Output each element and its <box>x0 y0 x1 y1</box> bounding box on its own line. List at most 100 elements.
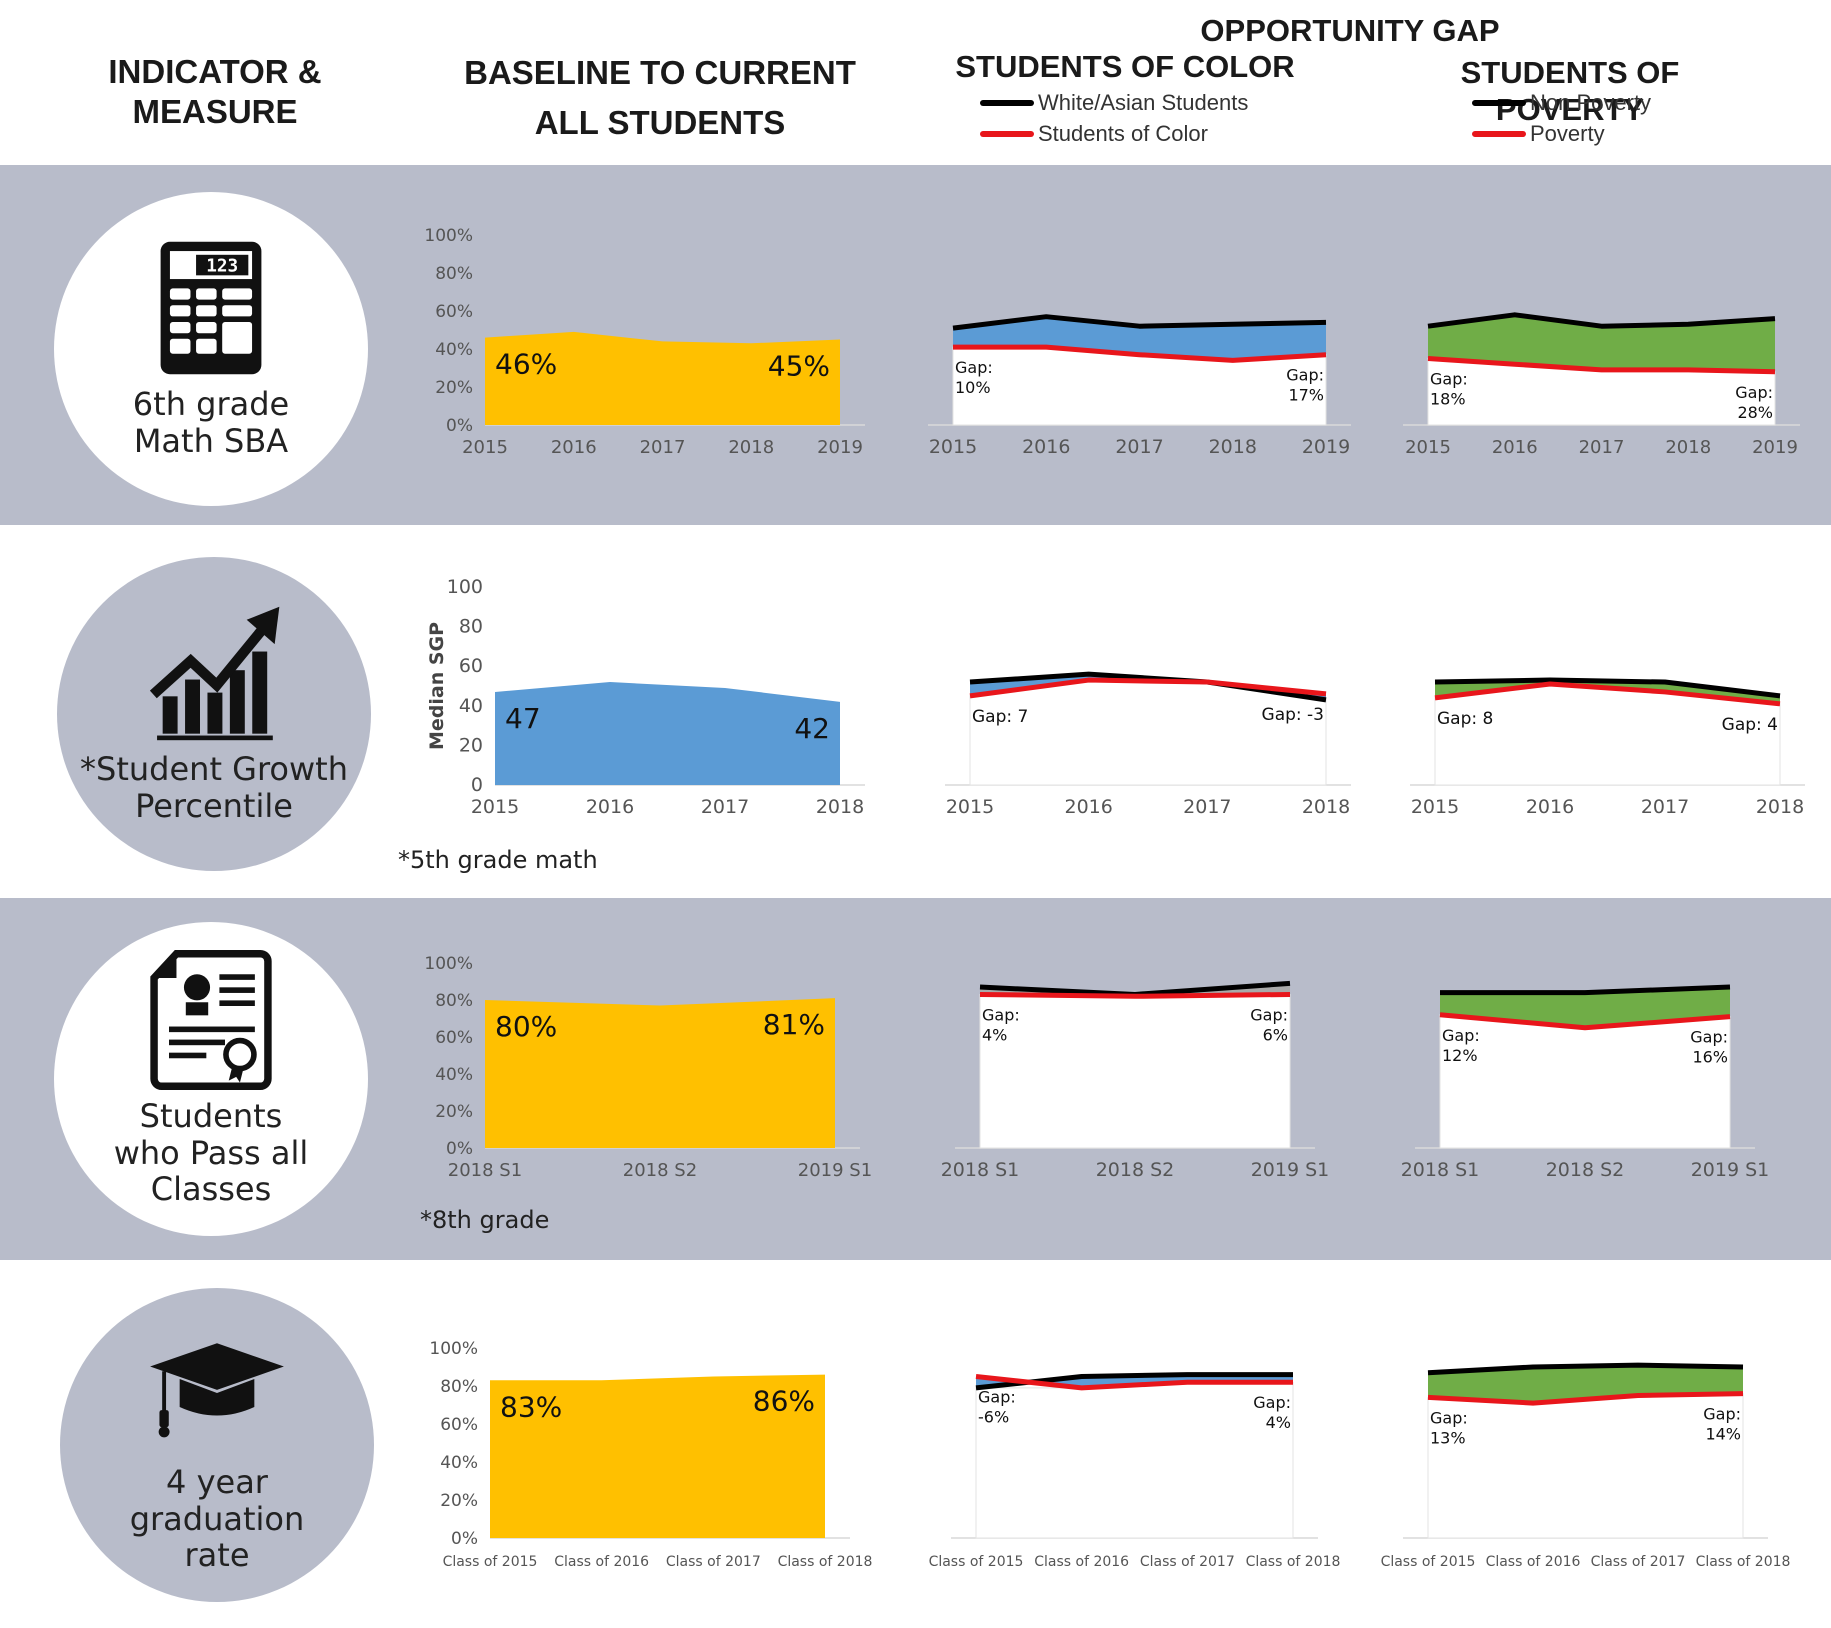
x-tick-label: 2015 <box>471 796 519 818</box>
x-tick-label: 2018 <box>1665 437 1711 458</box>
x-tick-label: 2019 S1 <box>1691 1159 1770 1181</box>
legend-swatch-black <box>980 100 1034 106</box>
indicator-circle-graduation-rate: 4 year graduation rate <box>60 1288 374 1602</box>
area-gap <box>970 674 1326 700</box>
area-all-students <box>485 998 835 1148</box>
gap-label-last: Gap: 6% <box>1250 1005 1288 1044</box>
x-tick-label: 2019 <box>1752 437 1798 458</box>
y-tick-label: 0% <box>446 416 473 436</box>
area-baseline <box>969 679 1327 786</box>
y-tick-label: 100% <box>429 1339 478 1359</box>
indicator-circle-pass-all-classes: Students who Pass all Classes <box>54 922 368 1236</box>
line-series-bottom <box>1427 356 1776 375</box>
x-tick-label: 2016 <box>1064 796 1112 818</box>
area-all-students <box>495 682 840 785</box>
legend-label: Students of Color <box>1038 121 1208 146</box>
x-tick-label: 2018 S2 <box>623 1160 697 1181</box>
area-gap <box>1428 314 1775 372</box>
y-tick-label: 100% <box>424 226 473 246</box>
x-tick-label: Class of 2015 <box>1381 1554 1476 1570</box>
y-tick-label: 80% <box>435 991 473 1011</box>
graduation-cap-icon <box>150 1343 284 1438</box>
data-label-last: 45% <box>768 350 830 383</box>
legend-swatch-black <box>1472 100 1526 106</box>
gap-label-first: Gap: 12% <box>1442 1026 1480 1065</box>
x-tick-label: Class of 2016 <box>554 1554 649 1570</box>
x-tick-label: 2018 S1 <box>448 1160 522 1181</box>
y-tick-label: 80% <box>440 1377 478 1397</box>
y-tick-label: 80 <box>459 616 483 638</box>
line-series-bottom <box>1434 681 1781 707</box>
y-axis-title: Median SGP <box>426 622 448 750</box>
chart-graduation-all-students: 0% 20% 40% 60% 80% 100% Class of 2015 Class of … <box>429 1339 872 1570</box>
legend-swatch-red <box>1472 131 1526 137</box>
chart-sgp-students-of-color: 2015 2016 2017 2018 Gap: 7 Gap: -3 <box>945 671 1351 818</box>
header-students-of-poverty: STUDENTS OF POVERTY <box>1460 55 1680 128</box>
area-baseline <box>979 993 1291 1149</box>
x-tick-label: 2019 S1 <box>798 1160 872 1181</box>
legend-students-of-color: Students of Color <box>980 121 1208 147</box>
gap-label-first: Gap: 18% <box>1430 370 1468 409</box>
x-tick-label: 2018 <box>728 437 774 458</box>
y-tick-label: 60% <box>435 302 473 322</box>
y-tick-label: 60% <box>435 1028 473 1048</box>
gap-label-last: Gap: 4 <box>1722 715 1778 735</box>
x-tick-label: 2015 <box>462 437 508 458</box>
growth-chart-icon <box>149 606 280 741</box>
line-series-bottom <box>975 1374 1293 1391</box>
indicator-circle-growth-percentile: *Student Growth Percentile <box>57 557 371 871</box>
x-tick-label: 2017 <box>1579 437 1625 458</box>
x-tick-label: 2018 <box>1302 796 1350 818</box>
x-tick-label: 2015 <box>946 796 994 818</box>
legend-label: Non Poverty <box>1530 90 1652 115</box>
header-indicator: INDICATOR & MEASURE <box>108 53 322 130</box>
chart-sgp-students-of-poverty: 2015 2016 2017 2018 Gap: 8 Gap: 4 <box>1410 677 1805 818</box>
data-label-last: 42 <box>794 712 830 745</box>
calculator-display: 123 <box>206 257 238 277</box>
certificate-icon <box>150 949 272 1090</box>
calculator-icon: 123 <box>160 241 262 375</box>
x-tick-label: 2019 <box>817 437 863 458</box>
chart-sgp-all-students: 0 20 40 60 80 100 Median SGP 2015 2016 2017 2018 47… <box>426 576 865 818</box>
note-5th-grade-math: *5th grade math <box>398 846 598 874</box>
chart-graduation-students-of-poverty: Class of 2015 Class of 2016 Class of 2017 C… <box>1381 1362 1791 1570</box>
x-tick-label: 2018 S1 <box>1401 1159 1480 1181</box>
x-tick-label: 2015 <box>929 436 977 458</box>
area-all-students <box>485 331 840 425</box>
area-baseline <box>975 1381 1294 1539</box>
y-tick-label: 60 <box>459 655 483 677</box>
chart-graduation-students-of-color: Class of 2015 Class of 2016 Class of 2017 C… <box>929 1372 1340 1570</box>
line-series-bottom <box>1439 1012 1731 1031</box>
gap-label-first: Gap: 7 <box>972 707 1028 727</box>
x-tick-label: Class of 2015 <box>929 1554 1024 1570</box>
x-tick-label: Class of 2018 <box>1696 1554 1791 1570</box>
x-tick-label: 2018 <box>1209 436 1257 458</box>
header-baseline: BASELINE TO CURRENT ALL STUDENTS <box>464 54 856 141</box>
x-tick-label: 2016 <box>1022 436 1070 458</box>
x-tick-label: 2018 S2 <box>1546 1159 1625 1181</box>
y-tick-label: 20 <box>459 734 483 756</box>
data-label-last: 86% <box>753 1385 815 1418</box>
x-tick-label: 2017 <box>1115 436 1163 458</box>
line-series-top <box>1427 312 1776 329</box>
y-tick-label: 20% <box>440 1491 478 1511</box>
y-tick-label: 20% <box>435 378 473 398</box>
legend-swatch-red <box>980 131 1034 137</box>
y-tick-label: 100 <box>447 576 483 598</box>
legend-white-asian: White/Asian Students <box>980 90 1248 116</box>
x-tick-label: 2015 <box>1411 796 1459 818</box>
line-series-top <box>1427 1362 1744 1376</box>
data-label-last: 81% <box>763 1008 825 1041</box>
line-series-top <box>952 314 1327 331</box>
y-tick-label: 0% <box>446 1139 473 1159</box>
area-gap <box>953 316 1326 361</box>
x-tick-label: 2018 <box>816 796 864 818</box>
x-tick-label: Class of 2017 <box>1140 1554 1235 1570</box>
x-tick-label: 2018 S2 <box>1096 1159 1175 1181</box>
chart-pass-all-classes-students-of-color: 2018 S1 2018 S2 2019 S1 Gap: 4% Gap: 6% <box>941 980 1329 1181</box>
x-tick-label: Class of 2015 <box>443 1554 538 1570</box>
gap-label-last: Gap: 4% <box>1253 1393 1291 1432</box>
data-label-first: 46% <box>495 348 557 381</box>
legend-label: Poverty <box>1530 121 1605 146</box>
data-label-first: 47 <box>505 702 541 735</box>
